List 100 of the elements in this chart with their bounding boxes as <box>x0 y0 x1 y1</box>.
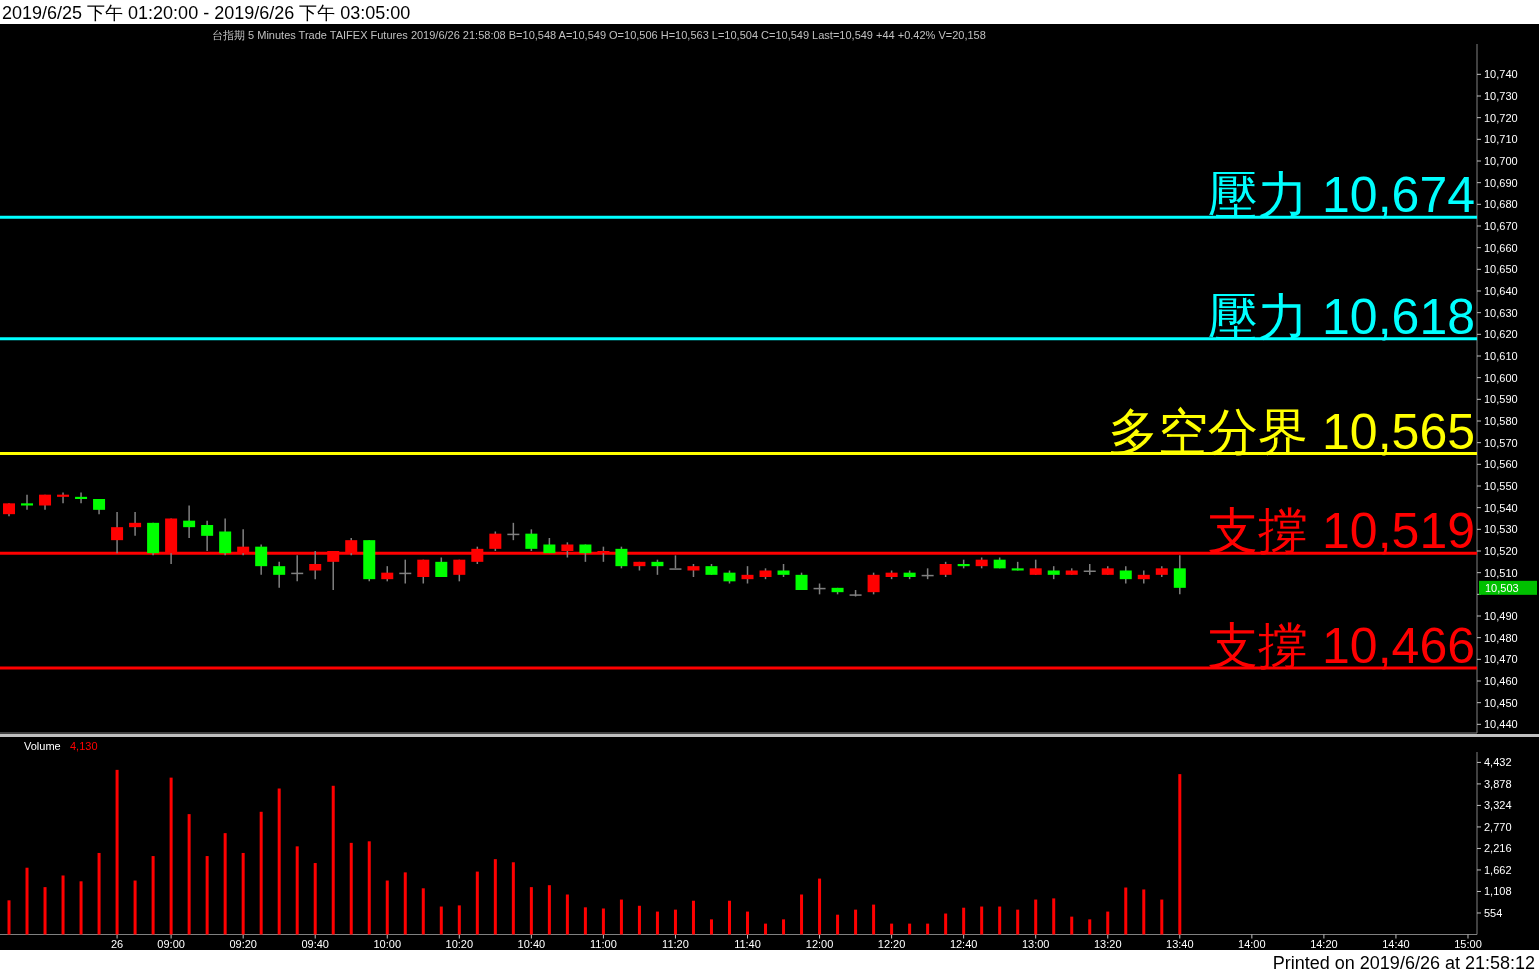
y-tick-label: 10,690 <box>1484 176 1518 189</box>
candlestick <box>201 519 214 552</box>
bar <box>673 909 677 935</box>
x-tick-label: 10:40 <box>517 937 546 950</box>
y-tick-label: 10,580 <box>1484 415 1518 427</box>
bar <box>331 785 335 935</box>
bar <box>1016 909 1020 935</box>
bar <box>908 923 912 935</box>
text: 4,130 <box>70 740 98 752</box>
bar <box>1070 916 1074 935</box>
x-tick-label: 09:20 <box>229 937 257 950</box>
bar <box>998 906 1002 935</box>
text: Printed on 2019/6/26 at 21:58:12 <box>1272 953 1535 973</box>
y-tick-label: 10,540 <box>1484 501 1518 514</box>
bar <box>691 900 695 935</box>
bar <box>493 859 497 935</box>
bar <box>565 894 569 935</box>
bar <box>872 904 876 935</box>
y-tick-label: 10,530 <box>1484 523 1518 536</box>
y-tick-label: 10,570 <box>1484 436 1518 449</box>
bar <box>61 875 65 935</box>
ref-line-label: 支撐 10,466 <box>1208 618 1475 674</box>
y-tick-label: 10,740 <box>1484 68 1518 81</box>
bar <box>259 811 263 935</box>
candlestick <box>21 493 34 511</box>
bar <box>439 906 443 935</box>
y-tick-label: 10,600 <box>1484 371 1518 384</box>
x-tick-label: 10:20 <box>445 937 474 950</box>
y-tick-label: 1,108 <box>1484 885 1512 898</box>
bar <box>223 833 227 935</box>
candlestick <box>615 545 628 570</box>
y-tick-label: 10,620 <box>1484 328 1518 341</box>
y-tick-label: 3,878 <box>1484 777 1512 790</box>
x-tick-label: 12:20 <box>877 937 906 950</box>
y-tick-label: 10,680 <box>1484 198 1518 211</box>
bar <box>926 923 930 935</box>
bar <box>457 905 461 935</box>
ref-line-label: 壓力 10,674 <box>1208 167 1475 224</box>
candlestick <box>129 511 142 537</box>
bar <box>313 863 317 935</box>
x-tick-label: 12:00 <box>805 937 834 950</box>
bar <box>1052 898 1056 935</box>
bar <box>727 900 731 935</box>
x-tick-label: 09:40 <box>301 937 329 950</box>
bar <box>367 841 371 935</box>
y-tick-label: 10,710 <box>1484 133 1518 146</box>
bar <box>637 905 641 935</box>
x-tick-label: 13:00 <box>1021 937 1050 950</box>
bar <box>818 878 822 935</box>
candlestick <box>1137 569 1150 585</box>
y-tick-label: 10,490 <box>1484 610 1518 622</box>
bar <box>1124 887 1128 935</box>
bar <box>980 906 984 935</box>
bar <box>25 867 29 935</box>
y-tick-label: 2,770 <box>1484 820 1512 833</box>
bar <box>854 909 858 935</box>
ref-line-label: 支撐 10,519 <box>1208 503 1475 560</box>
bar <box>475 871 479 935</box>
bar <box>349 842 353 935</box>
y-tick-label: 10,470 <box>1484 653 1518 666</box>
y-tick-label: 10,630 <box>1484 306 1518 319</box>
bar <box>277 788 281 935</box>
bar <box>187 814 191 935</box>
chart-title: 2019/6/25 下午 01:20:00 - 2019/6/26 下午 03:05:00 <box>2 3 411 23</box>
x-tick-label: 11:00 <box>590 937 617 950</box>
y-tick-label: 10,650 <box>1484 263 1518 276</box>
bar <box>601 908 605 935</box>
bar <box>385 880 389 935</box>
y-tick-label: 4,432 <box>1484 756 1512 769</box>
bar <box>169 777 173 935</box>
y-tick-label: 10,460 <box>1484 675 1518 687</box>
x-tick-label: 14:20 <box>1310 937 1338 950</box>
chart-subtitle: 台指期 5 Minutes Trade TAIFEX Futures 2019/6/26 21:58:08 B=10,548 A=10,549 O=10,506 H=10,563 L=10,504 C=10,549 Last=10,549 +44 +0.42% V=20,158 <box>212 29 986 41</box>
y-tick-label: 10,520 <box>1484 545 1518 557</box>
y-tick-label: 10,450 <box>1484 696 1518 709</box>
y-tick-label: 10,560 <box>1484 458 1518 471</box>
bar <box>205 856 209 935</box>
x-tick-label: 14:00 <box>1238 937 1266 950</box>
bar <box>79 881 83 935</box>
bar <box>1142 889 1146 935</box>
bar <box>151 856 155 935</box>
bar <box>97 852 101 935</box>
x-tick-label: 15:00 <box>1454 937 1482 950</box>
candlestick <box>867 571 880 596</box>
candlestick <box>57 491 70 505</box>
bar <box>962 907 966 935</box>
bar <box>1088 919 1092 935</box>
bar <box>547 885 551 935</box>
x-tick-label: 14:40 <box>1382 937 1410 950</box>
candlestick <box>183 504 196 539</box>
bar <box>241 852 245 935</box>
y-tick-label: 10,440 <box>1484 718 1518 731</box>
y-tick-label: 10,720 <box>1484 111 1518 124</box>
bar <box>944 913 948 935</box>
y-tick-label: 10,660 <box>1484 241 1518 254</box>
x-tick-label: 09:00 <box>157 937 185 950</box>
bar <box>529 887 533 935</box>
bar <box>746 911 750 935</box>
y-tick-label: 10,670 <box>1484 220 1518 232</box>
x-tick-label: 10:00 <box>373 937 402 950</box>
